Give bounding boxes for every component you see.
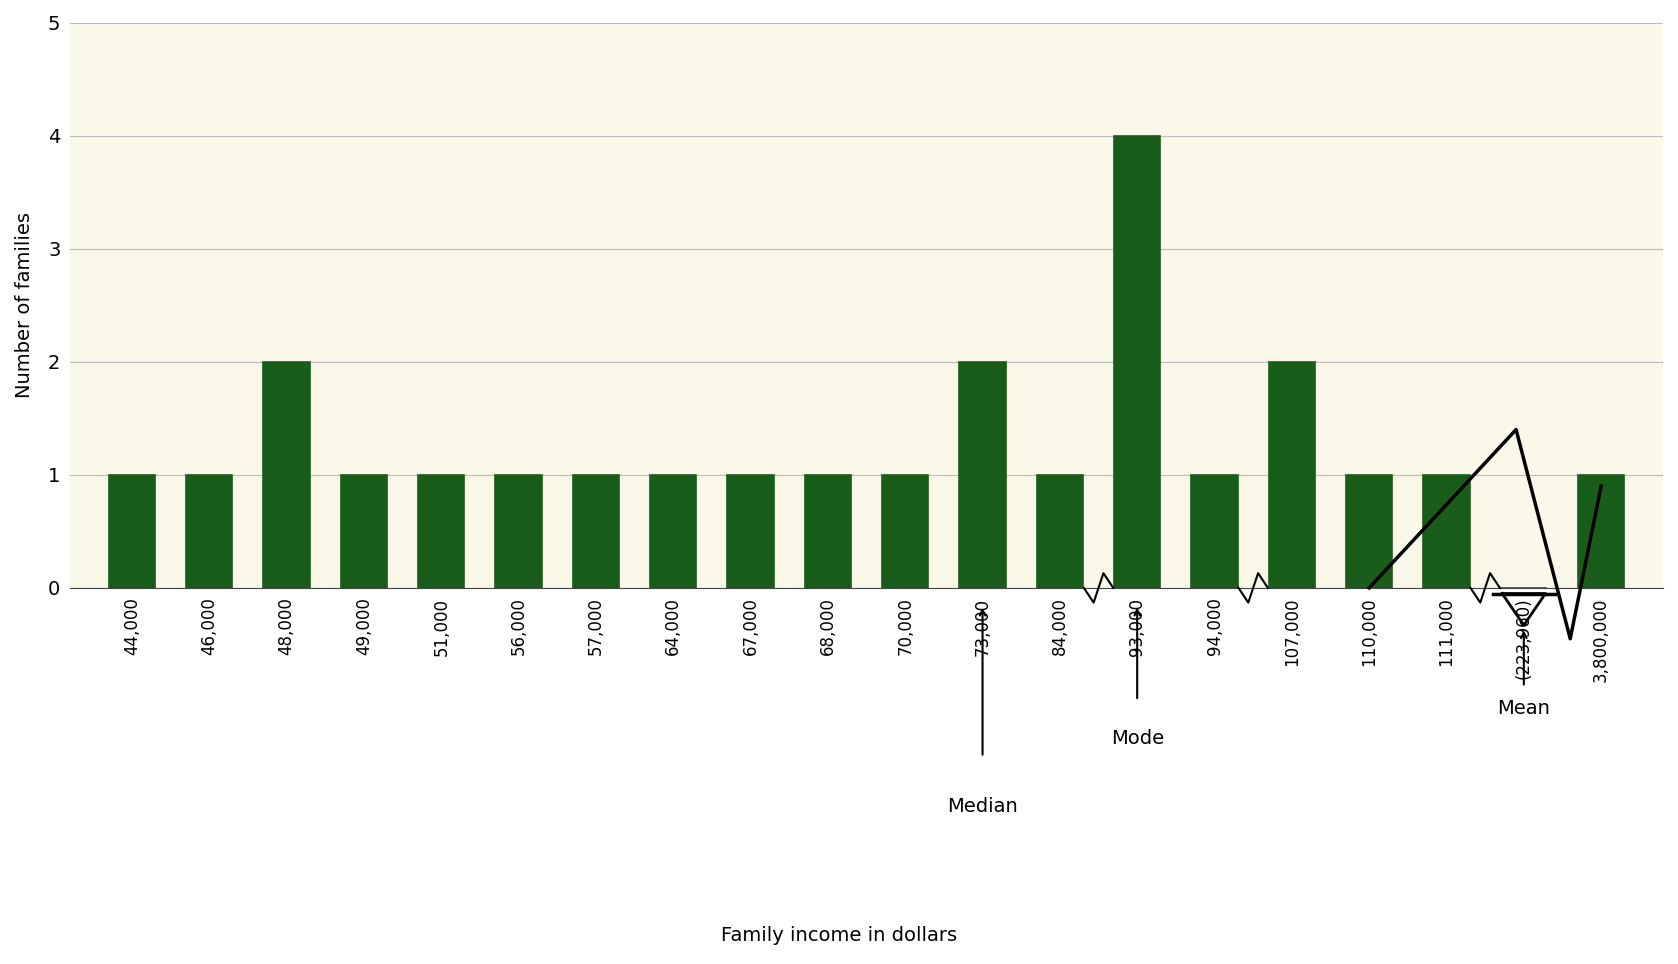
Bar	[1346, 475, 1393, 588]
Bar	[1577, 475, 1624, 588]
Bar	[572, 475, 619, 588]
Bar	[263, 362, 310, 588]
Bar	[960, 362, 1005, 588]
Text: Mode: Mode	[1111, 729, 1165, 748]
Bar	[649, 475, 696, 588]
Bar	[883, 475, 928, 588]
Bar	[418, 475, 465, 588]
Bar	[727, 475, 774, 588]
Bar	[1191, 475, 1238, 588]
Bar	[186, 475, 233, 588]
Bar	[341, 475, 388, 588]
Y-axis label: Number of families: Number of families	[15, 212, 34, 398]
Bar	[109, 475, 154, 588]
Bar	[1423, 475, 1470, 588]
Text: Median: Median	[946, 797, 1019, 817]
Text: Mean: Mean	[1497, 699, 1550, 717]
Bar	[495, 475, 542, 588]
Bar	[1269, 362, 1316, 588]
Bar	[805, 475, 851, 588]
Text: Family income in dollars: Family income in dollars	[722, 925, 956, 945]
Bar	[1037, 475, 1082, 588]
Bar	[1114, 136, 1161, 588]
